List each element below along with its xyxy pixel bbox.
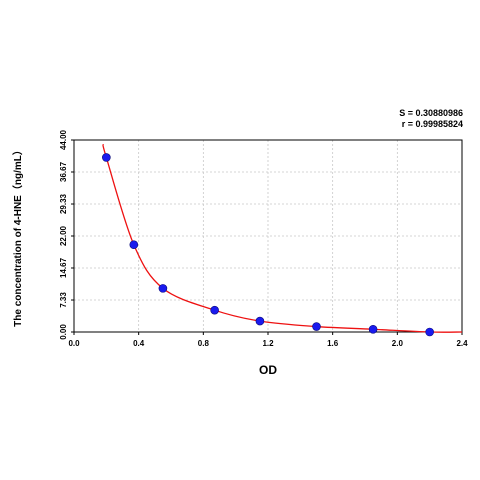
data-point <box>425 327 434 337</box>
y-tick-label: 29.33 <box>59 193 68 214</box>
x-axis-title: OD <box>259 363 277 377</box>
stat-r-label: r = 0.99985824 <box>402 119 463 129</box>
data-point <box>102 153 111 162</box>
y-axis: 0.00 7.33 14.67 22.00 29.33 36.67 44.00 <box>59 129 74 340</box>
x-tick-label: 2.4 <box>456 339 468 348</box>
y-axis-title: The concentration of 4-HNE（ng/mL） <box>11 145 24 327</box>
x-tick-label: 0.0 <box>68 339 80 348</box>
y-tick-label: 7.33 <box>59 292 68 308</box>
data-points <box>102 153 434 337</box>
data-point <box>129 240 139 250</box>
grid <box>74 140 462 332</box>
stat-s-label: S = 0.30880986 <box>399 108 463 118</box>
data-point <box>255 316 265 326</box>
fit-curve <box>102 143 463 333</box>
data-point <box>158 284 168 293</box>
y-tick-label: 14.67 <box>59 257 68 278</box>
y-tick-label: 44.00 <box>59 129 68 150</box>
x-tick-label: 1.2 <box>262 339 274 348</box>
x-tick-label: 1.6 <box>327 339 339 348</box>
y-tick-label: 0.00 <box>59 324 68 340</box>
x-tick-label: 0.4 <box>133 339 145 348</box>
y-tick-label: 36.67 <box>59 161 68 182</box>
x-axis: 0.0 0.4 0.8 1.2 1.6 2.0 2.4 <box>68 332 468 348</box>
x-tick-label: 2.0 <box>392 339 404 348</box>
data-point <box>368 324 378 334</box>
y-tick-label: 22.00 <box>59 225 68 246</box>
x-tick-label: 0.8 <box>198 339 210 348</box>
data-point <box>210 305 219 315</box>
data-point <box>312 322 321 331</box>
